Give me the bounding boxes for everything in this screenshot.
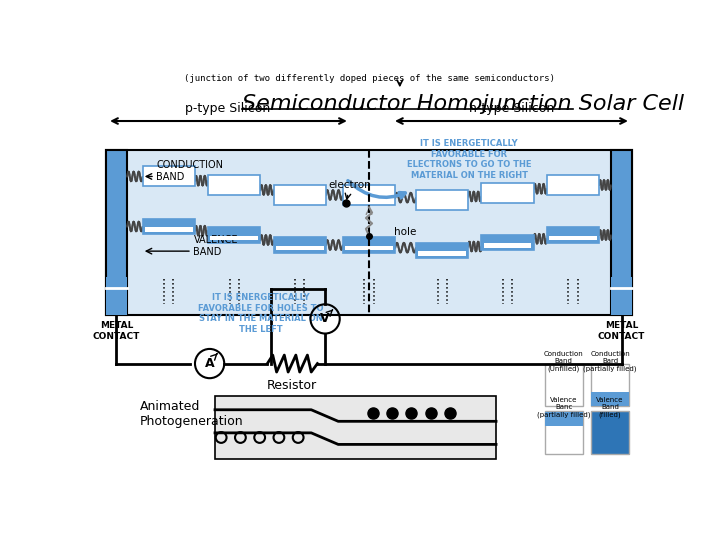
Bar	[549, 236, 597, 240]
Bar	[274, 185, 326, 205]
Bar	[145, 227, 193, 232]
Bar	[590, 411, 629, 454]
Bar	[416, 190, 468, 211]
Bar	[343, 237, 395, 253]
Text: V: V	[320, 313, 330, 326]
Bar	[544, 363, 583, 406]
Bar	[482, 183, 534, 202]
Bar	[143, 166, 195, 186]
Bar	[143, 219, 195, 234]
Bar	[611, 276, 632, 315]
Text: CONDUCTION
BAND: CONDUCTION BAND	[156, 160, 223, 182]
Text: VALENCE
BAND: VALENCE BAND	[194, 235, 238, 256]
Bar	[106, 150, 127, 315]
Text: Valence
Band
(filled): Valence Band (filled)	[596, 397, 624, 418]
Bar	[544, 411, 583, 454]
Text: n-type Silicon: n-type Silicon	[469, 102, 554, 115]
Bar	[343, 185, 395, 205]
Bar	[416, 242, 468, 258]
Bar	[210, 236, 258, 240]
Text: A: A	[204, 357, 215, 370]
Bar	[547, 175, 599, 195]
Bar	[547, 227, 599, 242]
Bar	[106, 276, 127, 315]
Bar	[484, 244, 531, 248]
Text: IT IS ENERGETICALLY
FAVORABLE FOR
ELECTRONS TO GO TO THE
MATERIAL ON THE RIGHT: IT IS ENERGETICALLY FAVORABLE FOR ELECTR…	[407, 139, 531, 180]
Text: IT IS ENERGETICALLY
FAVORABLE FOR HOLES TO
STAY IN THE MATERIAL ON
THE LEFT: IT IS ENERGETICALLY FAVORABLE FOR HOLES …	[199, 294, 324, 334]
Text: (junction of two differently doped pieces of the same semiconductors): (junction of two differently doped piece…	[184, 74, 554, 83]
Bar	[544, 412, 583, 426]
Text: electron: electron	[328, 180, 371, 190]
Text: Resistor: Resistor	[267, 379, 317, 392]
Text: Valence
Banc
(partially filled): Valence Banc (partially filled)	[537, 397, 590, 418]
Bar	[418, 251, 466, 256]
Text: Conduction
Bard
(partially filled): Conduction Bard (partially filled)	[583, 351, 636, 372]
Bar	[345, 246, 393, 251]
Text: METAL
CONTACT: METAL CONTACT	[598, 321, 645, 341]
Bar	[590, 392, 629, 406]
Text: hole: hole	[395, 227, 417, 237]
Bar	[276, 246, 323, 251]
Text: Animated
Photogeneration: Animated Photogeneration	[140, 400, 243, 428]
Bar	[106, 150, 632, 315]
Text: Semiconductor Homojunction Solar Cell: Semiconductor Homojunction Solar Cell	[242, 94, 684, 114]
Bar	[482, 235, 534, 251]
Bar	[274, 237, 326, 253]
Bar	[208, 175, 261, 195]
Bar	[590, 363, 629, 406]
Bar	[215, 396, 496, 459]
Bar	[208, 227, 261, 242]
Text: METAL
CONTACT: METAL CONTACT	[93, 321, 140, 341]
Text: Conduction
Band
(Unfilled): Conduction Band (Unfilled)	[544, 351, 584, 372]
Bar	[611, 150, 632, 315]
Text: p-type Silicon: p-type Silicon	[186, 102, 271, 115]
